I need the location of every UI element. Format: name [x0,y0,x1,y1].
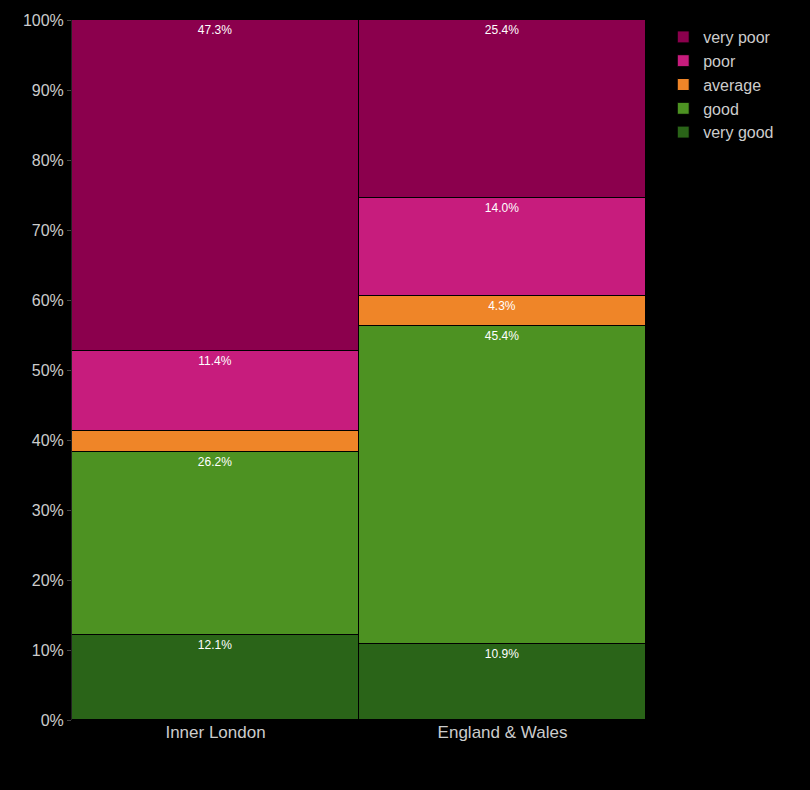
svg-text:poor: poor [703,53,736,70]
svg-text:90%: 90% [32,82,64,99]
svg-text:average: average [703,77,761,94]
svg-text:good: good [703,101,739,118]
svg-text:Inner London: Inner London [165,723,265,742]
svg-text:45.4%: 45.4% [485,329,519,343]
svg-text:30%: 30% [32,502,64,519]
svg-text:0%: 0% [41,712,64,729]
svg-text:14.0%: 14.0% [485,201,519,215]
svg-text:70%: 70% [32,222,64,239]
svg-text:25.4%: 25.4% [485,23,519,37]
svg-text:10.9%: 10.9% [485,647,519,661]
svg-text:England & Wales: England & Wales [438,723,568,742]
svg-text:4.3%: 4.3% [488,299,516,313]
svg-text:60%: 60% [32,292,64,309]
svg-text:very poor: very poor [703,29,770,46]
svg-text:80%: 80% [32,152,64,169]
svg-text:40%: 40% [32,432,64,449]
svg-text:20%: 20% [32,572,64,589]
svg-text:12.1%: 12.1% [198,638,232,652]
svg-text:very good: very good [703,124,773,141]
svg-text:100%: 100% [23,12,64,29]
svg-text:50%: 50% [32,362,64,379]
svg-text:47.3%: 47.3% [198,23,232,37]
svg-text:26.2%: 26.2% [198,455,232,469]
svg-text:10%: 10% [32,642,64,659]
svg-text:11.4%: 11.4% [198,354,231,368]
